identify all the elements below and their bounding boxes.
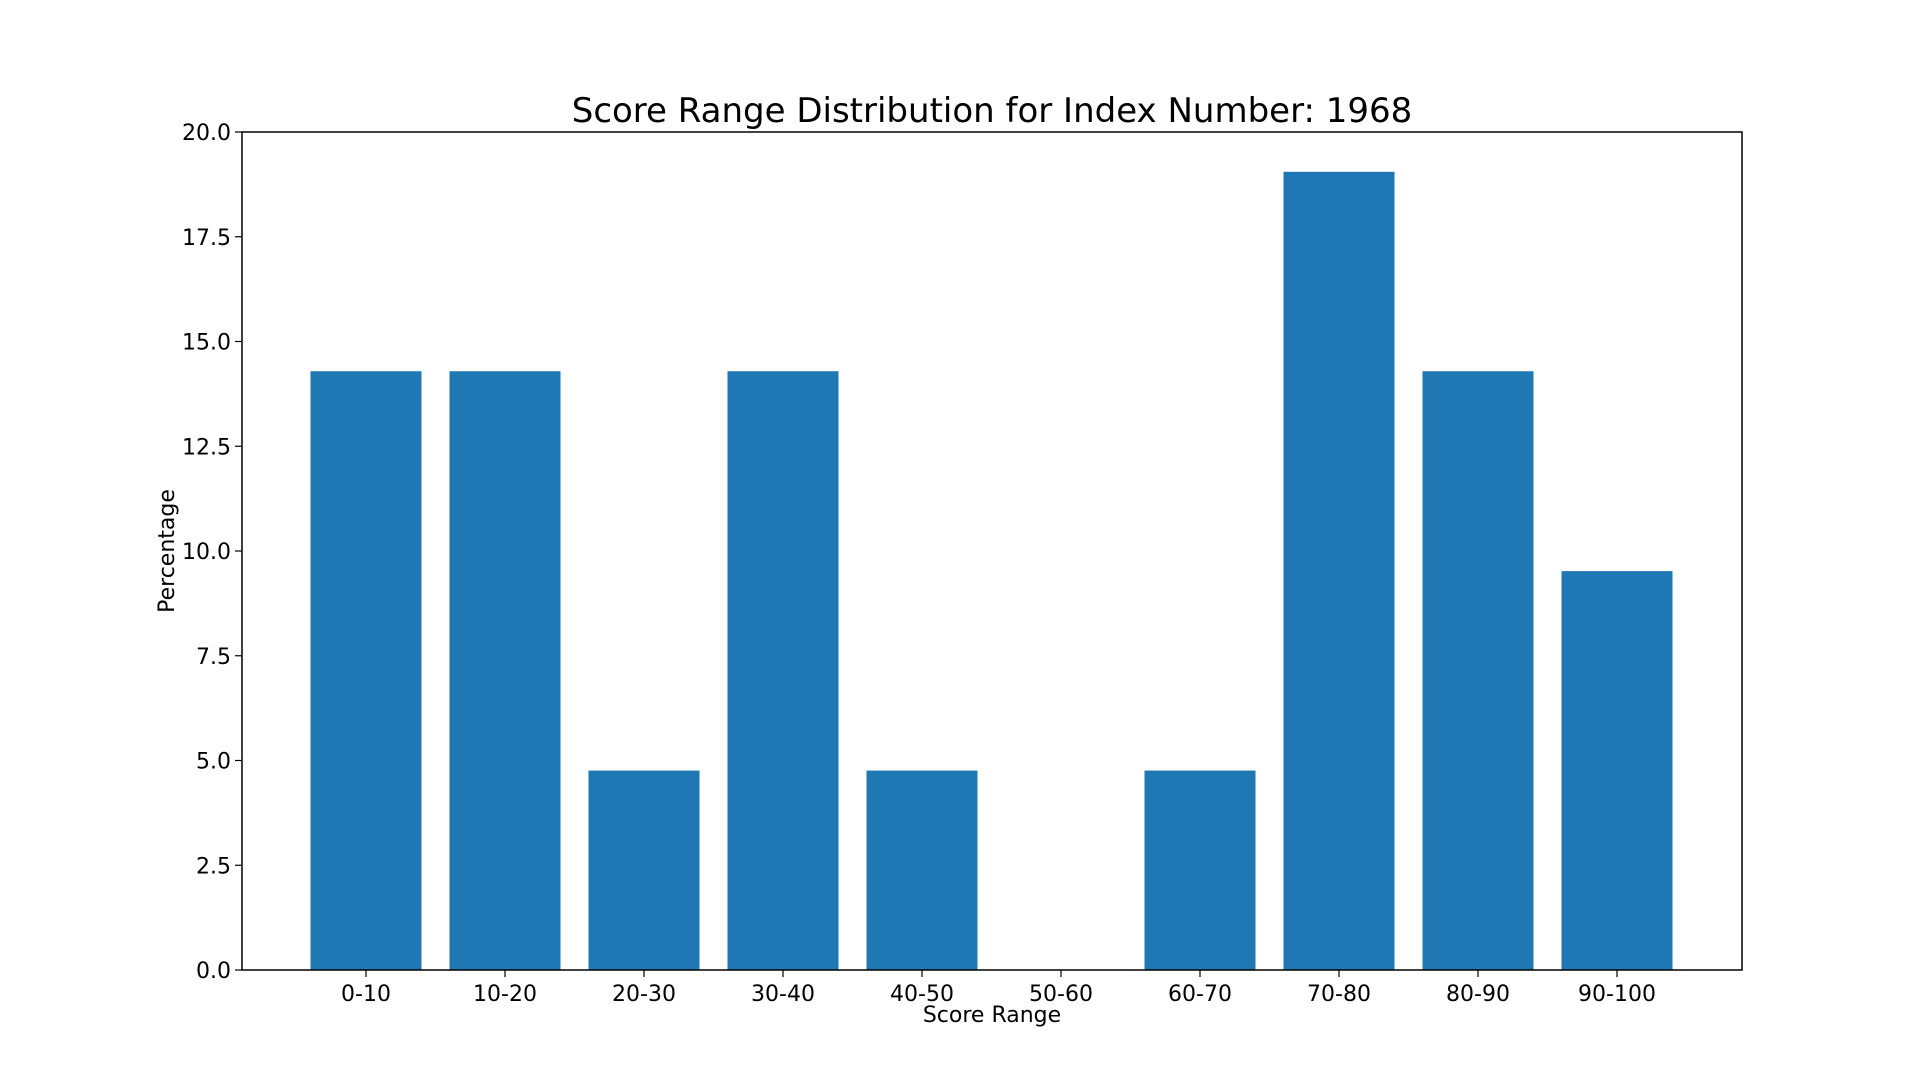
y-tick-label: 2.5 xyxy=(196,854,231,879)
bar-80-90 xyxy=(1422,371,1534,970)
bar-0-10 xyxy=(310,371,422,970)
y-tick-label: 20.0 xyxy=(182,121,231,146)
y-tick-label: 5.0 xyxy=(196,750,231,775)
chart-title: Score Range Distribution for Index Numbe… xyxy=(572,91,1413,131)
y-axis-label: Percentage xyxy=(155,489,180,613)
bar-40-50 xyxy=(866,770,978,970)
bar-30-40 xyxy=(727,371,839,970)
x-tick-label: 40-50 xyxy=(890,982,954,1007)
x-tick-label: 80-90 xyxy=(1446,982,1510,1007)
y-tick-label: 15.0 xyxy=(182,331,231,356)
x-tick-label: 10-20 xyxy=(473,982,537,1007)
bars-group xyxy=(310,171,1673,970)
plot-frame xyxy=(241,131,1743,971)
bar-10-20 xyxy=(449,371,561,970)
bar-20-30 xyxy=(588,770,700,970)
x-tick-label: 70-80 xyxy=(1307,982,1371,1007)
x-tick-label: 50-60 xyxy=(1029,982,1093,1007)
x-tick-label: 20-30 xyxy=(612,982,676,1007)
y-tick-label: 12.5 xyxy=(182,435,231,460)
x-tick-label: 0-10 xyxy=(341,982,391,1007)
bar-90-100 xyxy=(1561,571,1673,970)
y-tick-label: 17.5 xyxy=(182,226,231,251)
x-axis-label: Score Range xyxy=(923,1003,1061,1028)
y-tick-label: 10.0 xyxy=(182,540,231,565)
x-axis-ticks: 0-10 10-20 20-30 30-40 40-50 50-60 60-70 70-80 8… xyxy=(341,970,1656,1007)
y-axis-ticks: 0.0 2.5 5.0 7.5 10.0 12.5 15.0 17.5 20.0 xyxy=(182,121,242,984)
x-tick-label: 90-100 xyxy=(1578,982,1656,1007)
y-tick-label: 7.5 xyxy=(196,645,231,670)
x-tick-label: 60-70 xyxy=(1168,982,1232,1007)
y-tick-label: 0.0 xyxy=(196,959,231,984)
x-tick-label: 30-40 xyxy=(751,982,815,1007)
bar-60-70 xyxy=(1144,770,1256,970)
bar-70-80 xyxy=(1283,171,1395,970)
